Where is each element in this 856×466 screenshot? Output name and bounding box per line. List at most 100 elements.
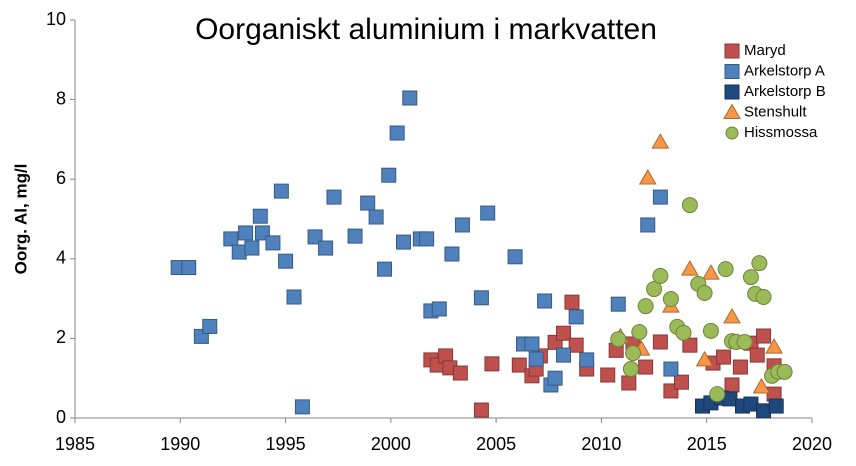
point: [307, 229, 323, 245]
point: [732, 359, 748, 375]
point: [610, 331, 627, 348]
point: [776, 363, 793, 380]
point: [286, 289, 302, 305]
point: [431, 301, 447, 317]
point: [223, 231, 239, 247]
x-tick-label: 1995: [266, 434, 306, 454]
point: [652, 267, 669, 284]
point: [765, 338, 783, 354]
point: [702, 264, 720, 280]
point: [652, 189, 668, 205]
x-tick-label: 2005: [476, 434, 516, 454]
point: [556, 347, 572, 363]
y-tick-label: 2: [56, 327, 66, 347]
point: [723, 307, 741, 324]
x-tick-label: 2000: [371, 434, 411, 454]
point: [326, 189, 342, 205]
point: [622, 361, 639, 378]
point: [621, 375, 637, 391]
y-tick-label: 0: [56, 407, 66, 427]
point: [347, 228, 363, 244]
point: [278, 253, 294, 269]
point: [537, 293, 553, 309]
point: [419, 231, 435, 247]
y-tick-label: 4: [56, 248, 66, 268]
point: [646, 281, 663, 298]
point: [631, 324, 648, 341]
point: [473, 290, 489, 306]
point: [716, 349, 732, 365]
point: [638, 168, 657, 185]
point: [724, 377, 740, 393]
point: [181, 260, 197, 276]
point: [294, 399, 310, 415]
point: [682, 337, 698, 353]
point: [511, 357, 527, 373]
point: [568, 337, 584, 353]
point: [444, 246, 460, 262]
point: [675, 324, 692, 341]
point: [742, 269, 759, 286]
point: [547, 370, 563, 386]
point: [751, 255, 768, 272]
legend-label: Arkelstorp B: [744, 83, 826, 100]
legend-marker: [724, 64, 740, 79]
x-tick-label: 1990: [160, 434, 200, 454]
y-tick-label: 6: [56, 168, 66, 188]
point: [755, 289, 772, 306]
legend-label: Stenshult: [744, 103, 807, 120]
point: [600, 367, 616, 383]
point: [318, 240, 334, 256]
x-tick-label: 1985: [55, 434, 95, 454]
point: [702, 322, 719, 339]
point: [681, 260, 699, 276]
point: [252, 208, 268, 224]
y-axis-label: Oorg. Al, mg/l: [11, 164, 30, 275]
point: [395, 234, 411, 250]
point: [368, 209, 384, 225]
point: [743, 396, 759, 412]
point: [651, 133, 670, 149]
point: [381, 167, 397, 183]
point: [273, 183, 289, 199]
point: [556, 325, 572, 341]
point: [454, 217, 470, 233]
legend-marker: [725, 126, 739, 140]
point: [681, 197, 698, 214]
point: [579, 352, 595, 368]
point: [768, 398, 784, 414]
point: [717, 261, 734, 278]
point: [452, 365, 468, 381]
point: [238, 225, 254, 241]
legend-marker: [724, 43, 740, 59]
point: [736, 333, 753, 350]
point: [662, 290, 679, 307]
y-tick-label: 8: [56, 88, 66, 108]
point: [377, 261, 393, 277]
x-tick-label: 2020: [792, 434, 832, 454]
point: [610, 296, 626, 312]
chart-title: Oorganiskt aluminium i markvatten: [195, 13, 657, 46]
point: [568, 309, 584, 325]
point: [709, 386, 726, 403]
legend-label: Hissmossa: [744, 124, 818, 141]
point: [528, 351, 544, 367]
legend-marker: [724, 84, 740, 100]
point: [640, 217, 656, 233]
point: [663, 361, 679, 377]
point: [638, 359, 654, 375]
legend-label: Maryd: [744, 42, 786, 59]
point: [244, 240, 260, 256]
point: [673, 374, 689, 390]
point: [402, 90, 418, 106]
point: [507, 249, 523, 265]
point: [265, 235, 281, 251]
point: [473, 402, 489, 418]
x-tick-label: 2010: [581, 434, 621, 454]
point: [756, 328, 772, 344]
x-tick-label: 2015: [687, 434, 727, 454]
point: [484, 356, 500, 372]
point: [695, 350, 714, 367]
point: [749, 347, 765, 363]
